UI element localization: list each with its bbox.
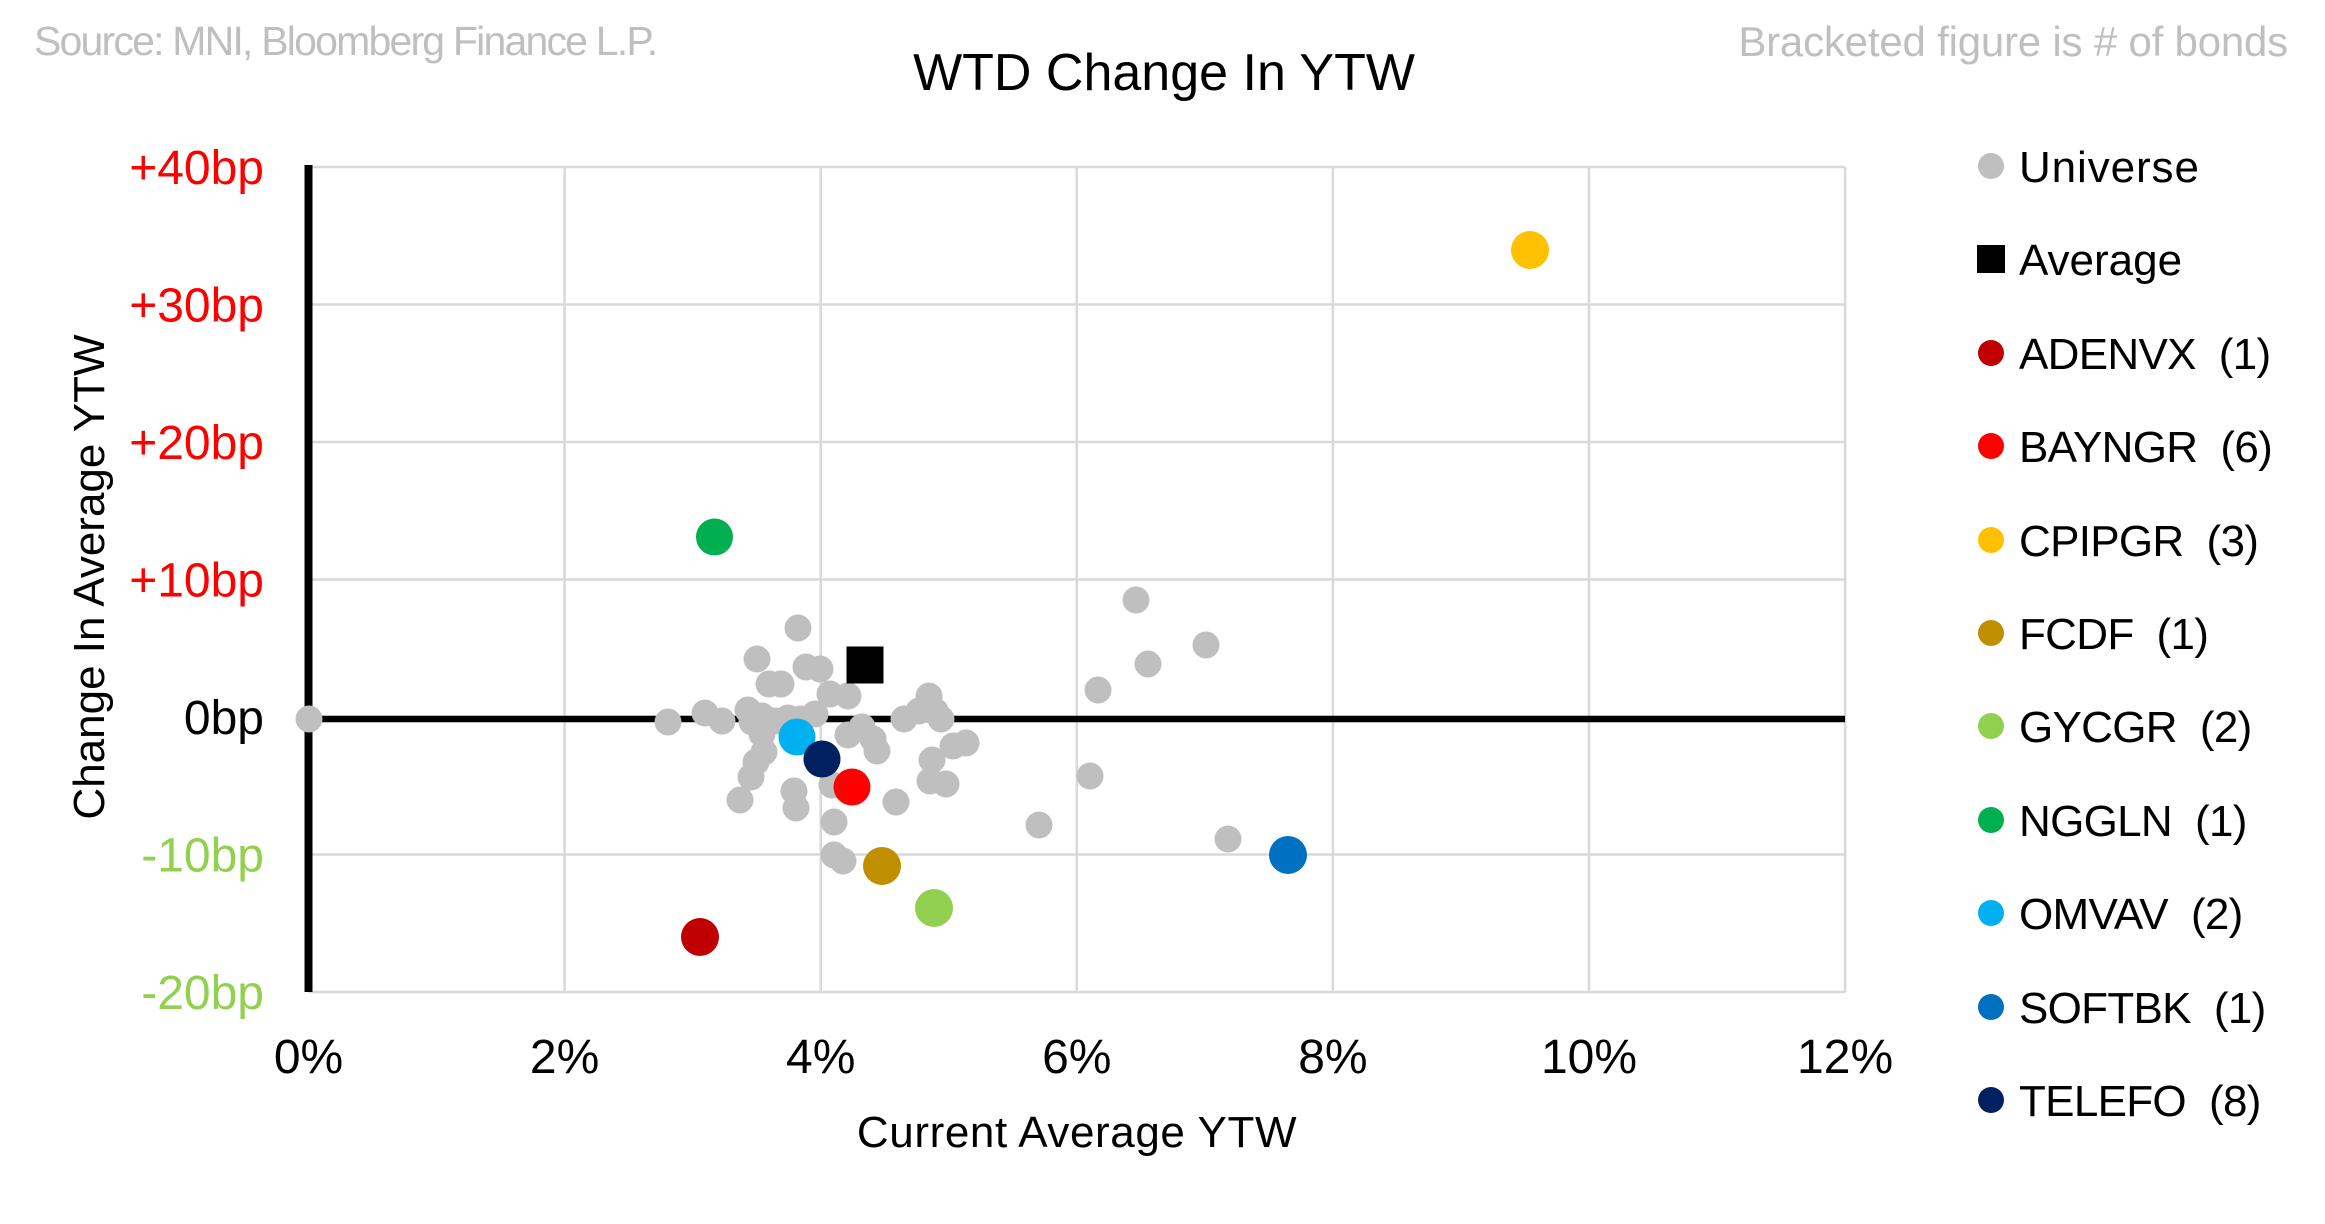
svg-text:OMVAV (2): OMVAV (2) <box>2019 890 2243 939</box>
svg-text:Source: MNI, Bloomberg Finance: Source: MNI, Bloomberg Finance L.P. <box>34 18 656 64</box>
svg-text:4%: 4% <box>786 1031 855 1084</box>
svg-text:BAYNGR (6): BAYNGR (6) <box>2019 423 2272 472</box>
svg-text:12%: 12% <box>1797 1031 1893 1084</box>
svg-text:0%: 0% <box>274 1031 343 1084</box>
svg-text:TELEFO (8): TELEFO (8) <box>2019 1077 2261 1126</box>
svg-text:+10bp: +10bp <box>129 555 264 608</box>
svg-text:+20bp: +20bp <box>129 417 264 470</box>
svg-text:WTD Change In YTW: WTD Change In YTW <box>913 44 1415 102</box>
svg-text:CPIPGR (3): CPIPGR (3) <box>2019 517 2258 566</box>
svg-text:0bp: 0bp <box>184 692 264 745</box>
svg-text:Average: Average <box>2019 236 2182 285</box>
svg-text:-20bp: -20bp <box>141 967 264 1020</box>
svg-text:Change In Average YTW: Change In Average YTW <box>65 334 114 820</box>
svg-text:NGGLN (1): NGGLN (1) <box>2019 797 2247 846</box>
svg-text:-10bp: -10bp <box>141 830 264 883</box>
svg-text:6%: 6% <box>1042 1031 1111 1084</box>
svg-text:GYCGR (2): GYCGR (2) <box>2019 703 2252 752</box>
svg-text:Bracketed figure is # of bonds: Bracketed figure is # of bonds <box>1738 18 2288 65</box>
svg-text:8%: 8% <box>1298 1031 1367 1084</box>
svg-text:ADENVX (1): ADENVX (1) <box>2019 330 2270 379</box>
svg-text:FCDF (1): FCDF (1) <box>2019 610 2208 659</box>
svg-text:Universe: Universe <box>2019 143 2200 192</box>
svg-text:2%: 2% <box>530 1031 599 1084</box>
svg-text:10%: 10% <box>1541 1031 1637 1084</box>
svg-text:Current Average YTW: Current Average YTW <box>857 1108 1297 1157</box>
svg-text:SOFTBK (1): SOFTBK (1) <box>2019 984 2266 1033</box>
svg-text:+30bp: +30bp <box>129 280 264 333</box>
svg-text:+40bp: +40bp <box>129 142 264 195</box>
